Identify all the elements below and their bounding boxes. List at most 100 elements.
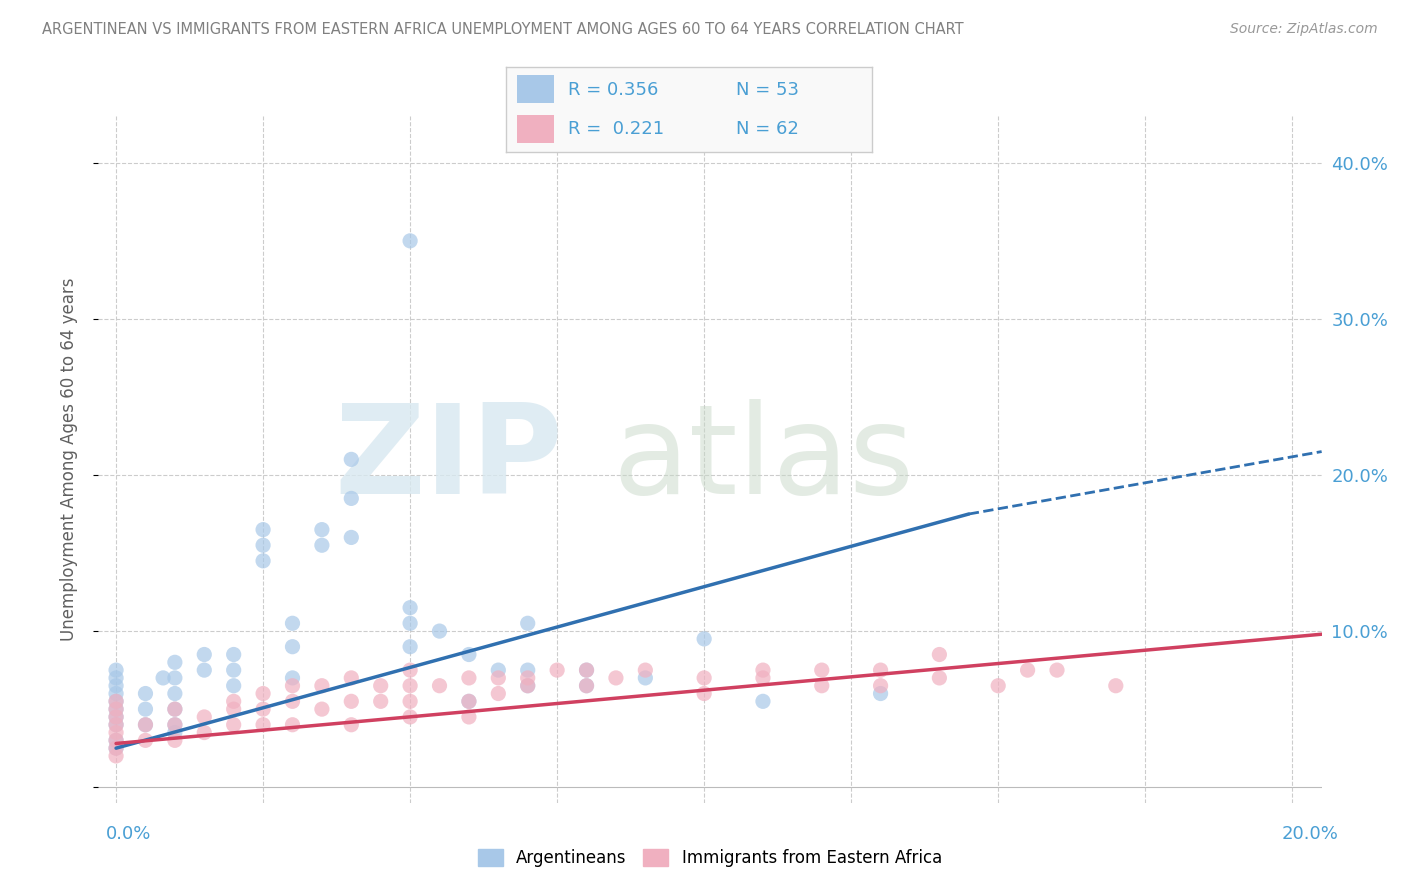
Point bbox=[869, 679, 891, 693]
Point bbox=[252, 702, 274, 716]
Point bbox=[458, 694, 481, 708]
Point bbox=[105, 687, 128, 701]
Point bbox=[429, 624, 451, 639]
Point bbox=[105, 710, 128, 724]
Point bbox=[869, 663, 891, 677]
Point bbox=[458, 671, 481, 685]
Point bbox=[516, 679, 538, 693]
Point bbox=[163, 687, 186, 701]
Point bbox=[311, 679, 333, 693]
Point bbox=[486, 671, 509, 685]
Point bbox=[370, 694, 392, 708]
Point bbox=[222, 663, 245, 677]
Point bbox=[399, 694, 422, 708]
Text: R =  0.221: R = 0.221 bbox=[568, 120, 665, 137]
Point bbox=[105, 733, 128, 747]
Point bbox=[340, 491, 363, 506]
Text: N = 53: N = 53 bbox=[737, 81, 800, 99]
Point bbox=[516, 671, 538, 685]
Point bbox=[163, 702, 186, 716]
Point bbox=[193, 648, 215, 662]
Point bbox=[752, 671, 775, 685]
Point bbox=[134, 733, 156, 747]
Point bbox=[152, 671, 174, 685]
FancyBboxPatch shape bbox=[517, 76, 554, 103]
Text: R = 0.356: R = 0.356 bbox=[568, 81, 658, 99]
Point bbox=[105, 702, 128, 716]
Point bbox=[399, 710, 422, 724]
Point bbox=[575, 663, 598, 677]
Point bbox=[252, 538, 274, 552]
Point bbox=[222, 702, 245, 716]
Point bbox=[575, 679, 598, 693]
Y-axis label: Unemployment Among Ages 60 to 64 years: Unemployment Among Ages 60 to 64 years bbox=[59, 277, 77, 641]
Point bbox=[546, 663, 568, 677]
Point bbox=[163, 702, 186, 716]
Point bbox=[163, 717, 186, 731]
Point bbox=[252, 523, 274, 537]
Text: ARGENTINEAN VS IMMIGRANTS FROM EASTERN AFRICA UNEMPLOYMENT AMONG AGES 60 TO 64 Y: ARGENTINEAN VS IMMIGRANTS FROM EASTERN A… bbox=[42, 22, 963, 37]
Point bbox=[810, 663, 832, 677]
Point bbox=[281, 671, 304, 685]
Point bbox=[458, 710, 481, 724]
Point bbox=[752, 663, 775, 677]
Text: Source: ZipAtlas.com: Source: ZipAtlas.com bbox=[1230, 22, 1378, 37]
FancyBboxPatch shape bbox=[517, 115, 554, 143]
Point bbox=[193, 663, 215, 677]
Point bbox=[105, 741, 128, 756]
Text: 0.0%: 0.0% bbox=[105, 825, 150, 843]
Point bbox=[105, 702, 128, 716]
Point bbox=[252, 717, 274, 731]
Point bbox=[311, 702, 333, 716]
Point bbox=[987, 679, 1010, 693]
Point bbox=[105, 733, 128, 747]
Point bbox=[399, 234, 422, 248]
Point bbox=[752, 694, 775, 708]
Point bbox=[134, 702, 156, 716]
Legend: Argentineans, Immigrants from Eastern Africa: Argentineans, Immigrants from Eastern Af… bbox=[471, 842, 949, 873]
Point bbox=[1046, 663, 1069, 677]
Point bbox=[105, 679, 128, 693]
Point bbox=[163, 725, 186, 739]
Point bbox=[105, 710, 128, 724]
Point bbox=[340, 671, 363, 685]
Point bbox=[486, 663, 509, 677]
Text: ZIP: ZIP bbox=[335, 399, 564, 520]
Point bbox=[105, 694, 128, 708]
Point bbox=[486, 687, 509, 701]
Point bbox=[928, 671, 950, 685]
Point bbox=[399, 600, 422, 615]
Point bbox=[869, 687, 891, 701]
Point bbox=[311, 538, 333, 552]
Point bbox=[458, 648, 481, 662]
Point bbox=[193, 725, 215, 739]
Point bbox=[163, 733, 186, 747]
Point bbox=[105, 725, 128, 739]
Point bbox=[222, 648, 245, 662]
Point bbox=[399, 616, 422, 631]
Point bbox=[340, 694, 363, 708]
Point bbox=[340, 717, 363, 731]
Point bbox=[134, 717, 156, 731]
Point bbox=[105, 717, 128, 731]
Point bbox=[605, 671, 627, 685]
Point bbox=[252, 554, 274, 568]
Point bbox=[516, 679, 538, 693]
Point bbox=[281, 694, 304, 708]
Point bbox=[399, 679, 422, 693]
Point bbox=[105, 749, 128, 764]
Point bbox=[928, 648, 950, 662]
Text: N = 62: N = 62 bbox=[737, 120, 800, 137]
Point bbox=[575, 663, 598, 677]
Point bbox=[105, 663, 128, 677]
Point bbox=[1017, 663, 1039, 677]
Point bbox=[222, 679, 245, 693]
Point bbox=[516, 616, 538, 631]
Point bbox=[634, 671, 657, 685]
Point bbox=[105, 717, 128, 731]
Point bbox=[222, 694, 245, 708]
Point bbox=[105, 741, 128, 756]
Point bbox=[281, 679, 304, 693]
Point bbox=[340, 452, 363, 467]
Point bbox=[163, 671, 186, 685]
